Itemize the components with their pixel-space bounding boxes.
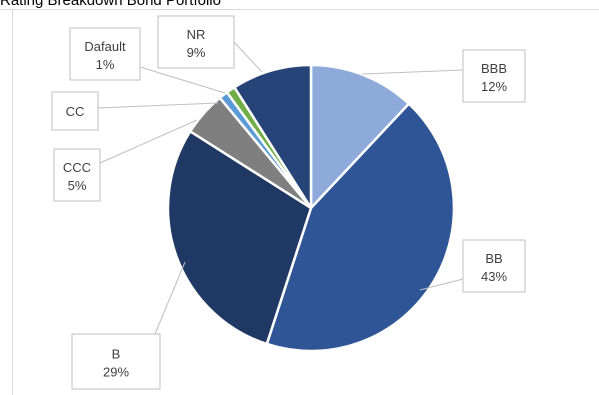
data-label-dafault: Dafault 1% xyxy=(69,27,141,81)
leader-line-bbb xyxy=(361,69,464,75)
data-label-box-dafault xyxy=(69,27,141,81)
data-label-category-ccc: CCC xyxy=(63,160,91,175)
leader-line-b xyxy=(154,261,186,335)
data-label-box-bbb xyxy=(462,49,526,103)
leader-line-dafault xyxy=(139,66,226,94)
leader-line-bb xyxy=(419,278,464,291)
pie-slices xyxy=(166,63,456,353)
data-label-percent-nr: 9% xyxy=(187,45,206,60)
chart-title: Rating Breakdown Bond Portfolio xyxy=(0,0,221,9)
data-label-ccc: CCC 5% xyxy=(53,148,101,202)
data-label-bb: BB 43% xyxy=(462,239,526,293)
leader-line-nr xyxy=(233,41,263,73)
data-label-bbb: BBB 12% xyxy=(462,49,526,103)
data-label-percent-bb: 43% xyxy=(481,269,507,284)
pie-slice-nr xyxy=(233,63,313,210)
data-label-percent-bbb: 12% xyxy=(481,79,507,94)
data-label-category-bbb: BBB xyxy=(481,61,507,76)
pie-slice-bb xyxy=(265,102,456,353)
pie-slice-bbb xyxy=(309,63,411,210)
chart-frame-left-border xyxy=(12,9,13,395)
data-label-category-b: B xyxy=(112,347,121,362)
data-label-percent-dafault: 1% xyxy=(96,57,115,72)
data-label-callouts: BBB 12% BB 43% B 29% CCC 5% CC Dafault 1% NR 9% xyxy=(51,15,526,390)
data-label-box-ccc xyxy=(53,148,101,202)
data-label-box-nr xyxy=(157,15,235,69)
pie-slice-b xyxy=(166,130,313,346)
data-label-box-b xyxy=(71,333,161,390)
leader-line-ccc xyxy=(99,119,198,164)
data-label-category-dafault: Dafault xyxy=(84,39,126,54)
data-label-b: B 29% xyxy=(71,333,161,390)
data-label-category-bb: BB xyxy=(485,251,502,266)
data-label-box-bb xyxy=(462,239,526,293)
data-label-category-cc: CC xyxy=(66,104,85,119)
data-label-cc: CC xyxy=(51,91,99,131)
chart-frame-top-border xyxy=(0,9,599,10)
data-label-percent-ccc: 5% xyxy=(68,178,87,193)
data-label-category-nr: NR xyxy=(187,27,206,42)
leader-lines xyxy=(97,41,464,335)
data-label-box-cc xyxy=(51,91,99,131)
leader-line-cc xyxy=(97,102,219,109)
data-label-percent-b: 29% xyxy=(103,365,129,380)
data-label-nr: NR 9% xyxy=(157,15,235,69)
